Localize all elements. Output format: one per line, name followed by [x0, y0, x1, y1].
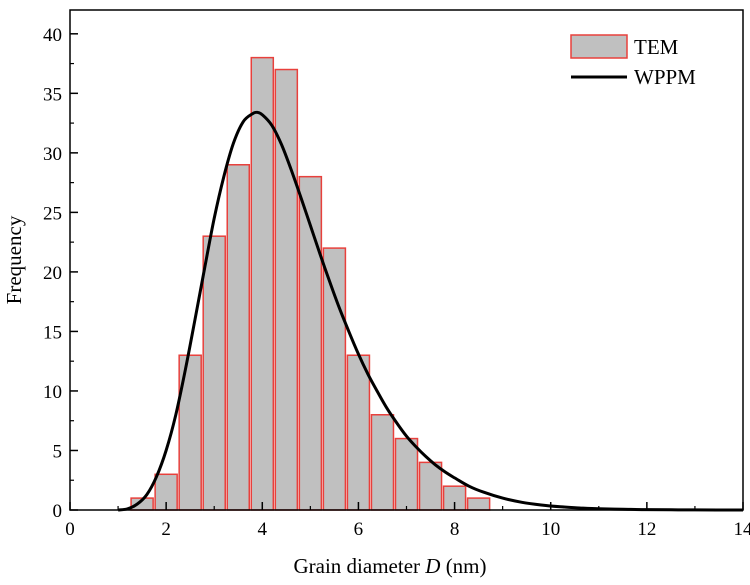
- bar-7: [394, 437, 419, 511]
- y-tick-label: 25: [43, 203, 62, 224]
- legend-label-wppm: WPPM: [634, 65, 696, 89]
- x-tick-label: 8: [450, 519, 460, 540]
- bar-6: [346, 354, 371, 511]
- bar-3: [202, 235, 226, 511]
- x-axis-ticks: 0 2 4 6 8 10 12 14: [65, 502, 750, 540]
- x-axis-title: Grain diameter D (nm): [293, 554, 486, 578]
- legend-label-tem: TEM: [634, 35, 679, 59]
- x-tick-label: 0: [65, 519, 75, 540]
- y-axis-ticks: 0 5 10 15 20 25 30 35 40: [43, 25, 78, 522]
- bar-5.5: [322, 247, 347, 511]
- bar-3.5: [226, 164, 251, 511]
- y-axis-title: Frequency: [2, 215, 26, 304]
- y-tick-label: 15: [43, 322, 62, 343]
- wppm-curve: [117, 110, 744, 512]
- legend: TEM WPPM: [570, 34, 696, 89]
- y-tick-label: 10: [43, 382, 62, 403]
- x-tick-label: 2: [161, 519, 171, 540]
- bar-6.5: [370, 414, 395, 511]
- x-tick-label: 4: [258, 519, 268, 540]
- x-tick-label: 14: [734, 519, 750, 540]
- y-tick-label: 30: [43, 144, 62, 165]
- y-tick-label: 0: [53, 501, 63, 522]
- x-tick-label: 6: [354, 519, 364, 540]
- legend-swatch-tem: [570, 34, 628, 59]
- bar-4: [250, 56, 275, 511]
- y-tick-label: 20: [43, 263, 62, 284]
- bar-7.5: [418, 461, 443, 511]
- x-tick-label: 10: [541, 519, 560, 540]
- y-tick-label: 35: [43, 84, 62, 105]
- bar-8.5: [466, 497, 491, 511]
- histogram-bars: [130, 56, 491, 511]
- x-tick-label: 12: [637, 519, 656, 540]
- y-tick-label: 5: [53, 441, 63, 462]
- y-tick-label: 40: [43, 25, 62, 46]
